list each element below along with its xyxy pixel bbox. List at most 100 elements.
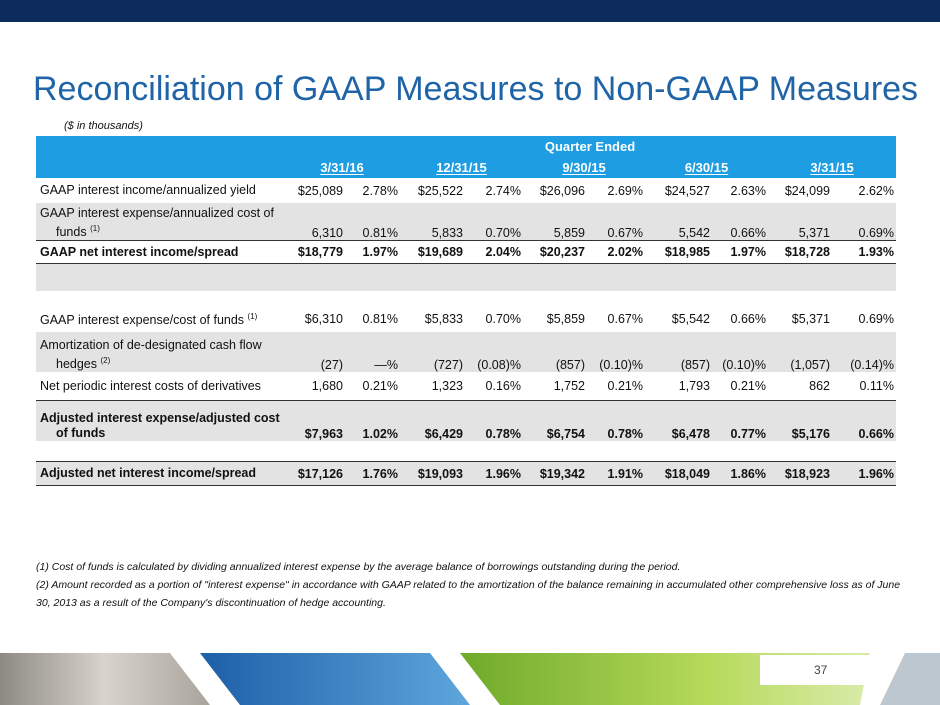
- note: (1): [90, 223, 100, 233]
- cell: 1.93%: [832, 240, 896, 264]
- top-bar: [0, 0, 940, 22]
- cell: 2.04%: [465, 240, 523, 264]
- label-text: Net periodic interest costs of derivativ…: [40, 378, 261, 393]
- cell: 0.67%: [607, 311, 643, 326]
- row-label: Net periodic interest costs of derivativ…: [36, 372, 284, 401]
- cell: 1.86%: [712, 461, 768, 486]
- cell: [36, 157, 284, 178]
- cell: (857): [645, 332, 712, 372]
- label-text: Adjusted net interest income/spread: [40, 466, 257, 480]
- note: (1): [247, 311, 258, 321]
- cell: 0.69%: [832, 203, 896, 241]
- cell: 2.69%: [607, 183, 643, 198]
- cell: 0.81%: [362, 311, 398, 326]
- cell: 0.66%: [832, 400, 896, 441]
- cell: 862: [809, 379, 830, 393]
- cell: 0.67%: [587, 203, 645, 241]
- cell: 3/31/16: [284, 157, 400, 178]
- cell: 9/30/15: [523, 157, 645, 178]
- row-label: Adjusted net interest income/spread: [36, 461, 284, 486]
- cell: $5,176: [768, 400, 832, 441]
- cell: (0.14)%: [832, 332, 896, 372]
- cell: $19,342: [523, 461, 587, 486]
- label-text: GAAP interest expense/cost of funds: [40, 313, 245, 328]
- column-header: 9/30/15: [562, 160, 606, 175]
- subtitle: ($ in thousands): [64, 120, 143, 132]
- cell: 0.21%: [730, 379, 766, 393]
- cell: $6,429: [400, 400, 465, 441]
- column-header: 12/31/15: [436, 160, 487, 175]
- cell: 2.02%: [587, 240, 645, 264]
- cell: $25,522: [417, 183, 463, 198]
- cell: $24,099: [784, 183, 830, 198]
- cell: 0.77%: [712, 400, 768, 441]
- row-label: GAAP net interest income/spread: [36, 240, 284, 264]
- cell: 6/30/15: [645, 157, 768, 178]
- cell: [36, 136, 284, 157]
- label-text: GAAP interest income/annualized yield: [40, 183, 256, 197]
- row-label: Adjusted interest expense/adjusted cost …: [36, 400, 284, 441]
- cell: 1,793: [678, 379, 710, 393]
- spacer-row: [36, 441, 896, 462]
- table-row: GAAP net interest income/spread $18,779 1.…: [36, 240, 896, 264]
- cell: (1,057): [768, 332, 832, 372]
- cell: (727): [400, 332, 465, 372]
- cell: $6,754: [523, 400, 587, 441]
- cell: 0.69%: [858, 311, 894, 326]
- column-header: 6/30/15: [684, 160, 729, 175]
- header-row: 3/31/16 12/31/15 9/30/15 6/30/15 3/31/15: [36, 157, 896, 178]
- cell: $18,923: [768, 461, 832, 486]
- cell: $19,093: [400, 461, 465, 486]
- cell: $18,728: [768, 240, 832, 264]
- cell: 5,371: [768, 203, 832, 241]
- cell: (857): [523, 332, 587, 372]
- table-row: GAAP interest income/annualized yield $25…: [36, 178, 896, 203]
- cell: 1.96%: [832, 461, 896, 486]
- row-label: GAAP interest expense/cost of funds (1): [36, 305, 284, 332]
- label-text: GAAP interest expense/annualized cost of…: [40, 205, 274, 239]
- cell: 0.21%: [362, 379, 398, 393]
- cell: $5,833: [424, 311, 463, 326]
- decorative-band: [0, 653, 940, 705]
- cell: $18,985: [645, 240, 712, 264]
- cell: $19,689: [400, 240, 465, 264]
- table-row: Amortization of de-designated cash flow …: [36, 332, 896, 372]
- cell: (0.10)%: [587, 332, 645, 372]
- cell: $5,542: [671, 311, 710, 326]
- cell: 3/31/15: [768, 157, 896, 178]
- cell: 2.63%: [730, 183, 766, 198]
- spacer-row: [36, 291, 896, 305]
- footnote: (2) Amount recorded as a portion of "int…: [36, 579, 901, 609]
- note: (2): [100, 355, 111, 365]
- cell: 0.78%: [587, 400, 645, 441]
- cell: 5,833: [400, 203, 465, 241]
- cell: $20,237: [523, 240, 587, 264]
- cell: 0.16%: [485, 379, 521, 393]
- cell: 1.97%: [712, 240, 768, 264]
- cell: 0.78%: [465, 400, 523, 441]
- cell: (0.08)%: [465, 332, 523, 372]
- footnotes: (1) Cost of funds is calculated by divid…: [36, 558, 906, 612]
- label-text: Amortization of de-designated cash flow …: [40, 337, 262, 371]
- cell: (27): [284, 332, 345, 372]
- cell: [36, 291, 896, 305]
- cell: 0.70%: [485, 311, 521, 326]
- cell: 12/31/15: [400, 157, 523, 178]
- cell: —%: [345, 332, 400, 372]
- cell: 1.91%: [587, 461, 645, 486]
- cell: 5,542: [645, 203, 712, 241]
- cell: 6,310: [284, 203, 345, 241]
- cell: 0.70%: [465, 203, 523, 241]
- cell: $18,779: [284, 240, 345, 264]
- cell: 1.76%: [345, 461, 400, 486]
- cell: 0.81%: [345, 203, 400, 241]
- cell: [36, 263, 896, 291]
- label-text: Adjusted interest expense/adjusted cost …: [40, 411, 280, 440]
- label-text: GAAP net interest income/spread: [40, 244, 239, 259]
- table-row: Adjusted interest expense/adjusted cost …: [36, 400, 896, 441]
- cell: $26,096: [539, 183, 585, 198]
- spacer-row: [36, 263, 896, 291]
- cell: (0.10)%: [712, 332, 768, 372]
- page-number: 37: [814, 663, 828, 677]
